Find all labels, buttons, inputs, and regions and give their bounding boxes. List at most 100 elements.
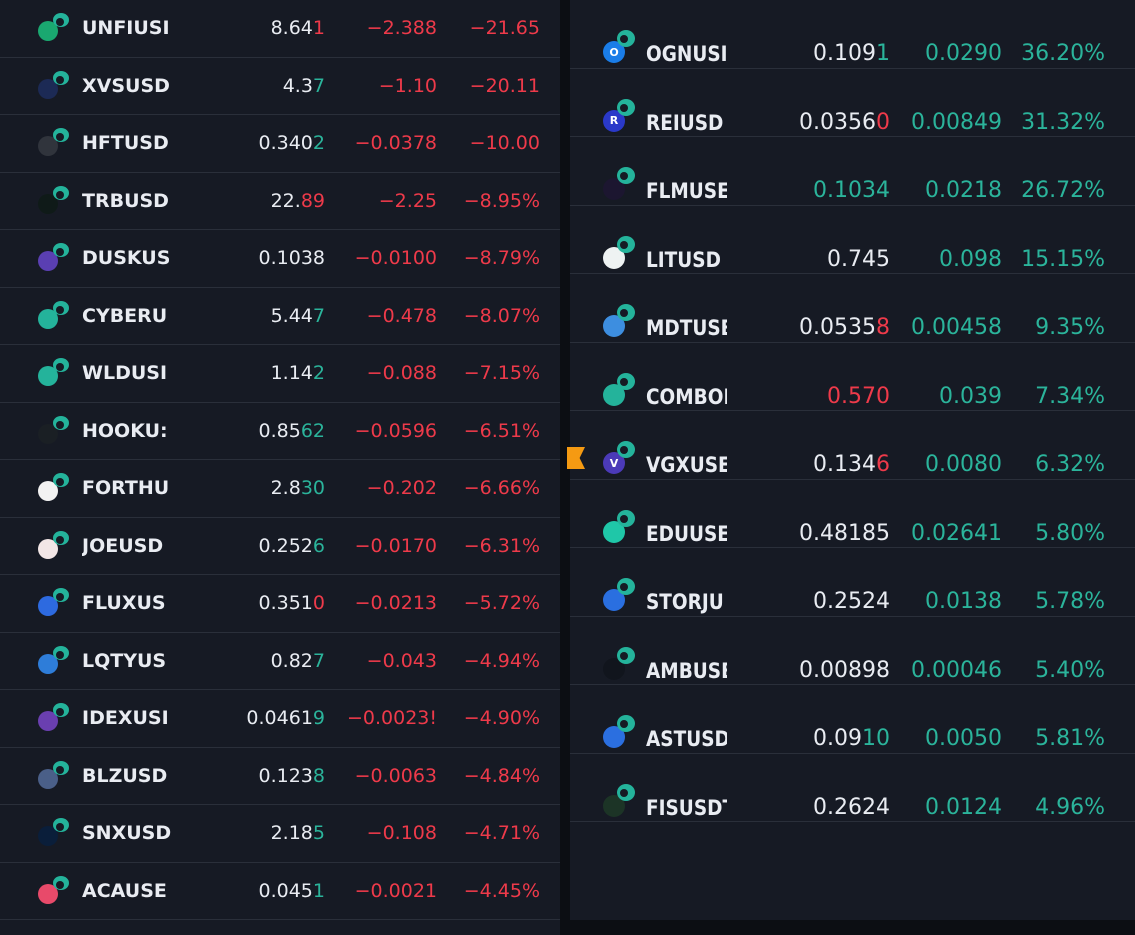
last-price: 0.1091 bbox=[770, 36, 890, 72]
ticker-row[interactable]: IDEXUSI 0.04619 −0.0023! −4.90% bbox=[0, 690, 560, 748]
coin-icon bbox=[603, 383, 625, 406]
percent-change: −8.95% bbox=[463, 189, 540, 212]
symbol-label: ACAUSE bbox=[82, 879, 167, 902]
coin-icon bbox=[38, 21, 58, 41]
ticker-row[interactable]: O OGNUSI 0.1091 0.0290 36.20% bbox=[570, 0, 1135, 69]
symbol-label: FORTHU bbox=[82, 477, 170, 499]
percent-change: 31.32% bbox=[1021, 109, 1105, 135]
ticker-row[interactable]: SNXUSD 2.185 −0.108 −4.71% bbox=[0, 805, 560, 863]
price-change: −0.0378 bbox=[354, 132, 437, 154]
ticker-row[interactable]: FORTHU 2.830 −0.202 −6.66% bbox=[0, 460, 560, 518]
ticker-row[interactable]: FLUXUS 0.3510 −0.0213 −5.72% bbox=[0, 575, 560, 633]
last-price: 2.830 bbox=[220, 474, 325, 502]
ticker-row[interactable]: FISUSDT 0.2624 0.0124 4.96% bbox=[570, 754, 1135, 822]
price-tick-digits: 1 bbox=[876, 41, 890, 66]
price-main: 0.82 bbox=[270, 649, 313, 672]
price-tick-digits: 9 bbox=[312, 707, 325, 729]
price-main: 4.3 bbox=[282, 74, 313, 97]
ticker-row[interactable]: V VGXUSE 0.1346 0.0080 6.32% bbox=[570, 411, 1135, 480]
price-tick-digits: 7 bbox=[312, 304, 325, 327]
percent-change: −6.66% bbox=[463, 477, 540, 499]
price-tick-digits: 5 bbox=[312, 822, 325, 844]
price-change: −0.0063 bbox=[354, 764, 437, 787]
last-price: 0.48185 bbox=[770, 516, 890, 552]
ticker-row[interactable]: TRBUSD 22.89 −2.25 −8.95% bbox=[0, 173, 560, 230]
favorite-badge-icon bbox=[617, 167, 635, 184]
price-change: 0.00046 bbox=[911, 657, 1002, 683]
favorite-badge-icon bbox=[617, 30, 635, 47]
last-price: 0.1346 bbox=[770, 447, 890, 483]
price-change: −2.25 bbox=[378, 189, 437, 212]
coin-icon bbox=[603, 178, 625, 200]
price-tick-digits: 0 bbox=[876, 109, 890, 135]
price-main: 0.252 bbox=[258, 534, 313, 557]
last-price: 0.05358 bbox=[770, 310, 890, 346]
price-change: 0.0138 bbox=[925, 589, 1002, 614]
percent-change: −4.94% bbox=[463, 649, 540, 672]
price-tick-digits: 7 bbox=[312, 649, 325, 672]
coin-icon bbox=[38, 481, 58, 501]
price-tick-digits: 10 bbox=[862, 726, 890, 751]
ticker-row[interactable]: ACAUSE 0.0451 −0.0021 −4.45% bbox=[0, 863, 560, 920]
ticker-row[interactable]: LITUSD 0.745 0.098 15.15% bbox=[570, 206, 1135, 274]
coin-icon bbox=[603, 657, 625, 680]
ticker-row[interactable]: MDTUSE 0.05358 0.00458 9.35% bbox=[570, 274, 1135, 343]
price-change: 0.0218 bbox=[925, 178, 1002, 203]
coin-icon bbox=[38, 193, 58, 214]
ticker-row[interactable]: WLDUSI 1.142 −0.088 −7.15% bbox=[0, 345, 560, 403]
symbol-label: XVSUSD bbox=[82, 74, 170, 97]
coin-icon bbox=[38, 883, 58, 904]
ticker-row[interactable]: BLZUSD 0.1238 −0.0063 −4.84% bbox=[0, 748, 560, 805]
symbol-label: LQTYUS bbox=[82, 649, 167, 672]
last-price: 0.3510 bbox=[220, 589, 326, 617]
price-change: −0.0596 bbox=[354, 419, 437, 442]
ticker-row[interactable]: JOEUSD 0.2526 −0.0170 −6.31% bbox=[0, 518, 560, 575]
price-tick-digits: 89 bbox=[300, 189, 325, 212]
favorite-badge-icon bbox=[53, 243, 69, 257]
percent-change: −6.51% bbox=[463, 419, 540, 442]
price-tick-digits: 1 bbox=[312, 17, 325, 39]
coin-icon: O bbox=[603, 41, 625, 63]
percent-change: −8.07% bbox=[463, 304, 540, 327]
percent-change: −5.72% bbox=[463, 592, 540, 614]
ticker-row[interactable]: XVSUSD 4.37 −1.10 −20.11 bbox=[0, 58, 560, 115]
percent-change: 36.20% bbox=[1021, 41, 1105, 66]
price-main: 0.351 bbox=[258, 592, 313, 614]
percent-change: 6.32% bbox=[1035, 452, 1105, 477]
symbol-label: JOEUSD bbox=[82, 534, 164, 557]
coin-icon bbox=[38, 366, 58, 386]
ticker-row[interactable]: LQTYUS 0.827 −0.043 −4.94% bbox=[0, 633, 560, 690]
price-change: 0.098 bbox=[939, 246, 1002, 272]
price-change: 0.039 bbox=[939, 383, 1002, 409]
favorite-badge-icon bbox=[53, 473, 69, 487]
favorite-badge-icon bbox=[53, 530, 69, 545]
ticker-row[interactable]: CYBERU 5.447 −0.478 −8.07% bbox=[0, 288, 560, 345]
coin-icon bbox=[603, 315, 625, 337]
ticker-row[interactable]: AMBUSE 0.00898 0.00046 5.40% bbox=[570, 617, 1135, 689]
coin-icon: V bbox=[603, 452, 625, 474]
ticker-row[interactable]: EDUUSE 0.48185 0.02641 5.80% bbox=[570, 480, 1135, 552]
ticker-row[interactable]: HFTUSD 0.3402 −0.0378 −10.00 bbox=[0, 115, 560, 173]
ticker-row[interactable]: STORJU 0.2524 0.0138 5.78% bbox=[570, 548, 1135, 617]
ticker-row[interactable]: HOOKU: 0.8562 −0.0596 −6.51% bbox=[0, 403, 560, 460]
price-main: 0.00898 bbox=[799, 657, 890, 683]
last-price: 0.03560 bbox=[770, 105, 890, 141]
price-change: 0.0124 bbox=[925, 794, 1002, 820]
ticker-row[interactable]: UNFIUSI 8.641 −2.388 −21.65 bbox=[0, 0, 560, 58]
ticker-row[interactable]: ASTUSD 0.0910 0.0050 5.81% bbox=[570, 685, 1135, 754]
ticker-row[interactable]: R REIUSD 0.03560 0.00849 31.32% bbox=[570, 69, 1135, 141]
favorite-badge-icon bbox=[53, 875, 69, 890]
favorite-badge-icon bbox=[617, 372, 635, 390]
last-price: 5.447 bbox=[220, 302, 325, 330]
ticker-row[interactable]: FLMUSE 0.1034 0.0218 26.72% bbox=[570, 137, 1135, 206]
price-main: 0.045 bbox=[258, 879, 313, 902]
ticker-row[interactable]: DUSKUS 0.1038 −0.0100 −8.79% bbox=[0, 230, 560, 288]
price-tick-digits: 30 bbox=[300, 477, 325, 499]
ticker-row[interactable]: COMBOI 0.570 0.039 7.34% bbox=[570, 343, 1135, 411]
last-price: 0.00898 bbox=[770, 653, 890, 689]
price-main: 0.2624 bbox=[813, 794, 890, 820]
price-main: 0.09 bbox=[813, 726, 862, 751]
coin-icon bbox=[38, 423, 58, 444]
price-change: 0.0050 bbox=[925, 726, 1002, 751]
percent-change: −4.71% bbox=[463, 822, 540, 844]
